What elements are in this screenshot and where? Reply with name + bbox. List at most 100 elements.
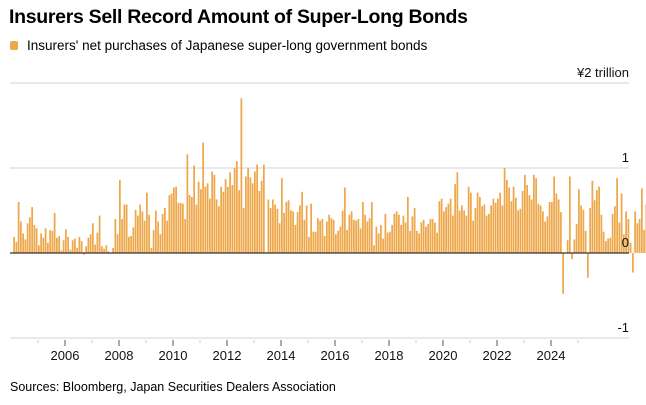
bar: [609, 237, 612, 253]
bar: [287, 200, 290, 253]
bar: [339, 226, 342, 253]
bar: [29, 217, 31, 253]
bar: [166, 220, 168, 253]
bar: [611, 213, 614, 253]
bar: [368, 218, 371, 253]
bar: [35, 228, 38, 253]
bar: [56, 237, 58, 253]
bar: [71, 240, 74, 253]
bar: [580, 205, 582, 253]
bar: [321, 219, 324, 253]
bar: [168, 195, 171, 253]
bar: [299, 205, 301, 253]
bar: [616, 178, 618, 253]
bar: [173, 187, 175, 253]
bar: [389, 231, 391, 253]
bar: [125, 204, 128, 253]
bar: [391, 224, 393, 253]
bar: [283, 213, 285, 253]
bar: [141, 211, 144, 253]
bar: [236, 161, 238, 253]
bar: [420, 222, 423, 253]
bar: [87, 237, 90, 253]
bar: [445, 207, 447, 253]
bar: [436, 232, 438, 253]
bar: [53, 213, 56, 253]
legend-swatch: [10, 41, 18, 50]
bar: [231, 185, 234, 253]
bar: [195, 204, 198, 253]
bar: [398, 214, 400, 253]
bar: [85, 246, 87, 253]
bar: [623, 234, 625, 253]
bar: [404, 222, 407, 253]
bar: [188, 195, 191, 253]
bar: [447, 203, 450, 253]
bar: [497, 198, 499, 253]
bar: [249, 177, 252, 253]
bar: [607, 238, 609, 253]
bar: [341, 210, 344, 253]
x-tick-label: 2006: [51, 348, 80, 363]
x-tick-label: 2018: [375, 348, 404, 363]
bar: [429, 219, 432, 253]
bar: [22, 233, 24, 253]
bar: [294, 224, 297, 253]
bar: [310, 203, 312, 253]
bar: [130, 236, 132, 253]
bar: [103, 248, 105, 253]
bar: [546, 216, 549, 253]
bar: [184, 219, 186, 253]
bar: [157, 221, 159, 253]
chart-title: Insurers Sell Record Amount of Super-Lon…: [9, 6, 468, 28]
bar: [251, 183, 254, 253]
bar: [629, 242, 632, 253]
bar: [569, 176, 571, 253]
bar: [467, 186, 470, 253]
bar: [571, 253, 573, 259]
bar: [51, 230, 54, 253]
y-tick-label: 0: [622, 235, 629, 250]
bar: [411, 216, 414, 253]
bar: [465, 215, 468, 253]
bar: [641, 188, 643, 253]
bar: [492, 198, 495, 253]
bar: [508, 187, 510, 253]
bar: [605, 241, 607, 253]
bar: [627, 219, 630, 253]
bar: [643, 230, 645, 253]
bar: [413, 207, 416, 253]
bar: [542, 211, 544, 253]
bar: [425, 226, 427, 253]
bar: [260, 180, 263, 253]
bar: [134, 209, 137, 253]
bar: [69, 249, 72, 253]
gridlines: [10, 82, 629, 339]
bar: [494, 202, 497, 253]
bar: [382, 238, 384, 253]
bar: [479, 196, 481, 253]
bar: [215, 199, 218, 253]
bar: [517, 210, 519, 253]
bar: [355, 220, 357, 253]
bar: [359, 228, 362, 253]
bar: [116, 234, 119, 253]
bar: [524, 174, 526, 253]
x-tick-label: 2016: [321, 348, 350, 363]
bar: [132, 227, 135, 253]
bar: [182, 203, 184, 253]
bar: [213, 174, 216, 253]
bar: [526, 185, 528, 253]
bar: [119, 179, 121, 253]
bar: [578, 189, 580, 253]
bar: [362, 202, 364, 253]
bar: [186, 154, 189, 253]
bar: [427, 224, 429, 253]
bar: [146, 192, 148, 253]
bar: [380, 224, 382, 253]
bar: [328, 214, 330, 253]
bar: [407, 196, 409, 253]
bar: [519, 208, 522, 253]
bar: [625, 211, 627, 253]
bar: [60, 250, 63, 253]
